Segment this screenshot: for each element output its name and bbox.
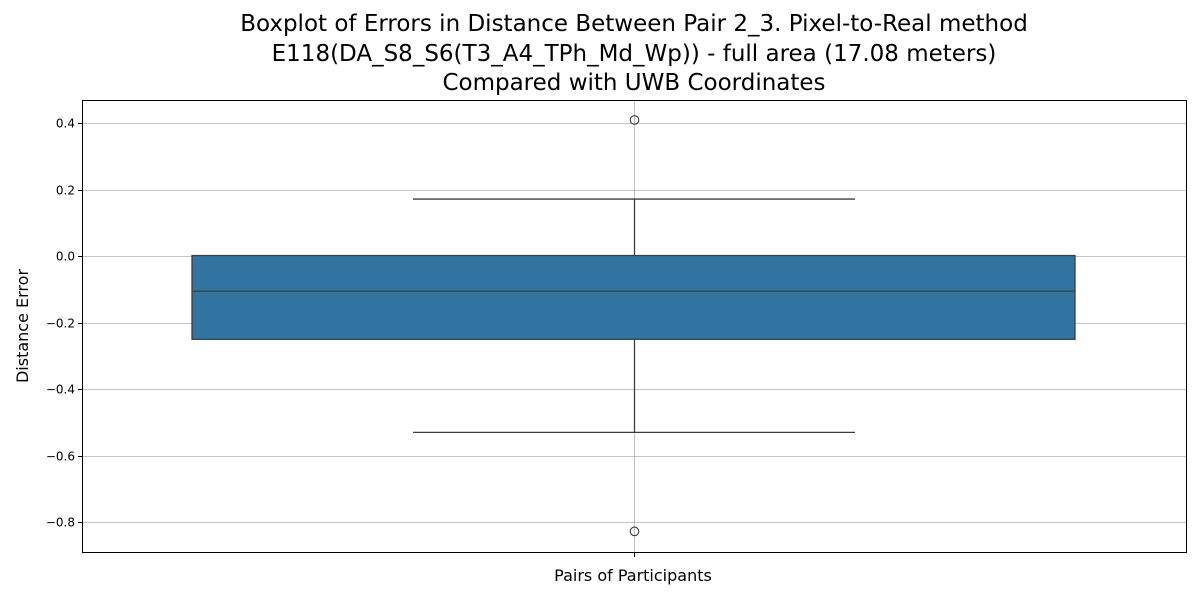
y-axis-ticks: 0.4 0.2 0.0 −0.2 −0.4 −0.6 −0.8 [46,117,635,557]
y-tick-label: 0.4 [56,117,75,131]
title-line-1: Boxplot of Errors in Distance Between Pa… [240,11,1028,37]
title-line-3: Compared with UWB Coordinates [442,70,826,96]
chart-title: Boxplot of Errors in Distance Between Pa… [82,10,1186,99]
outlier-point [629,115,640,125]
y-tick-label: −0.2 [46,317,75,331]
y-axis-label: Distance Error [13,269,32,383]
y-tick-label: −0.8 [46,516,75,530]
interquartile-box [191,254,1076,340]
y-tick-label: 0.2 [56,184,75,198]
y-tick-label: −0.4 [46,383,75,397]
boxplot [191,115,1076,537]
y-tick-label: −0.6 [46,450,75,464]
title-line-2: E118(DA_S8_S6(T3_A4_TPh_Md_Wp)) - full a… [271,40,997,67]
x-axis-label: Pairs of Participants [554,566,712,585]
y-tick-label: 0.0 [56,250,75,264]
outlier-point [629,526,640,537]
